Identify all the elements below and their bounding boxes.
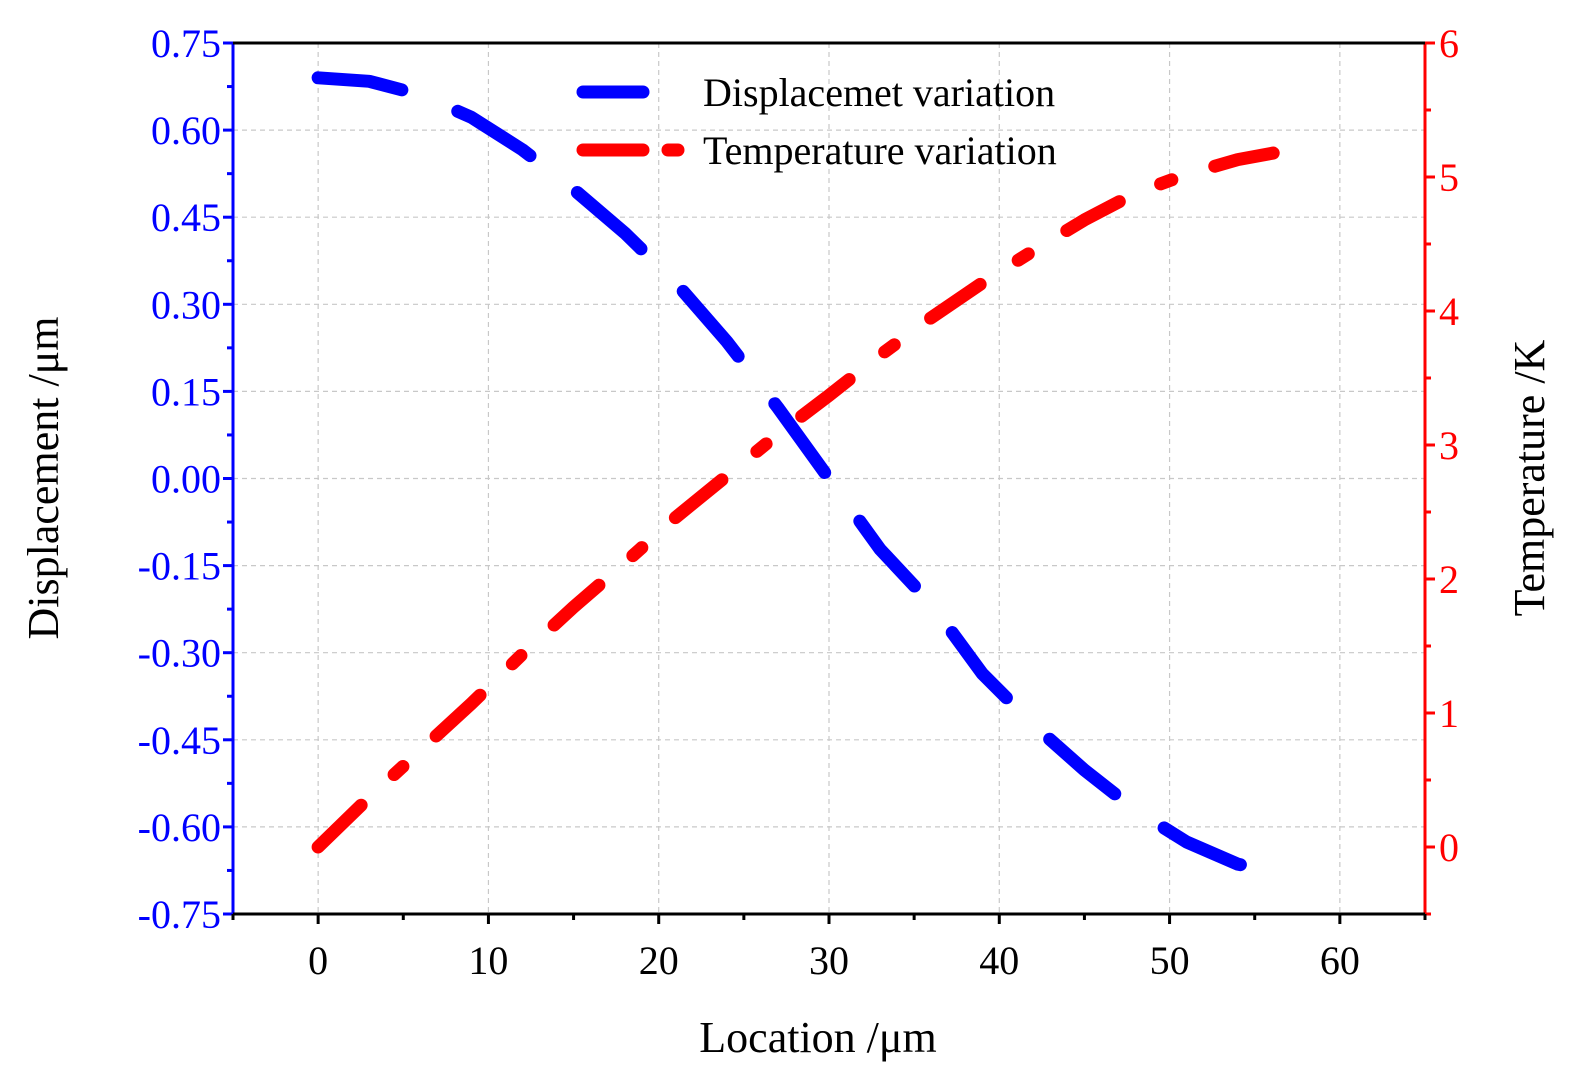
series-line-temperature xyxy=(311,142,1313,854)
series-layer xyxy=(311,71,1313,882)
right-tick-label: 6 xyxy=(1439,21,1459,66)
left-tick-label: 0.15 xyxy=(151,369,221,414)
right-tick-label: 0 xyxy=(1439,825,1459,870)
bottom-tick-label: 20 xyxy=(639,938,679,983)
left-tick-label: -0.30 xyxy=(138,631,221,676)
left-tick-label: 0.30 xyxy=(151,282,221,327)
bottom-tick-label: 0 xyxy=(308,938,328,983)
left-tick-label: 0.45 xyxy=(151,195,221,240)
left-tick-label: -0.75 xyxy=(138,892,221,937)
right-tick-label: 1 xyxy=(1439,691,1459,736)
right-tick-label: 2 xyxy=(1439,557,1459,602)
grid-lines xyxy=(233,43,1425,914)
left-tick-label: 0.75 xyxy=(151,21,221,66)
left-tick-label: 0.60 xyxy=(151,108,221,153)
series-line-displacement xyxy=(311,71,1296,882)
legend-label-temperature: Temperature variation xyxy=(703,128,1057,173)
left-tick-label: -0.45 xyxy=(138,718,221,763)
bottom-tick-label: 30 xyxy=(809,938,849,983)
bottom-tick-label: 50 xyxy=(1150,938,1190,983)
legend-label-displacement: Displacemet variation xyxy=(703,70,1055,115)
right-tick-label: 3 xyxy=(1439,423,1459,468)
y2-axis-title: Temperature /K xyxy=(1505,339,1554,616)
y-axis-title: Displacement /μm xyxy=(19,317,68,640)
left-tick-label: 0.00 xyxy=(151,457,221,502)
ticks-layer: 0.75 0.60 0.45 0.30 0.15 0.00 -0.15 -0.30 -0.45 -… xyxy=(138,21,1459,983)
legend: Displacemet variation Temperature variat… xyxy=(576,70,1057,173)
x-axis-title: Location /μm xyxy=(699,1013,936,1062)
bottom-tick-label: 10 xyxy=(468,938,508,983)
left-tick-label: -0.15 xyxy=(138,544,221,589)
left-tick-label: -0.60 xyxy=(138,805,221,850)
bottom-tick-label: 60 xyxy=(1320,938,1360,983)
right-tick-label: 4 xyxy=(1439,289,1459,334)
bottom-tick-label: 40 xyxy=(979,938,1019,983)
right-tick-label: 5 xyxy=(1439,155,1459,200)
